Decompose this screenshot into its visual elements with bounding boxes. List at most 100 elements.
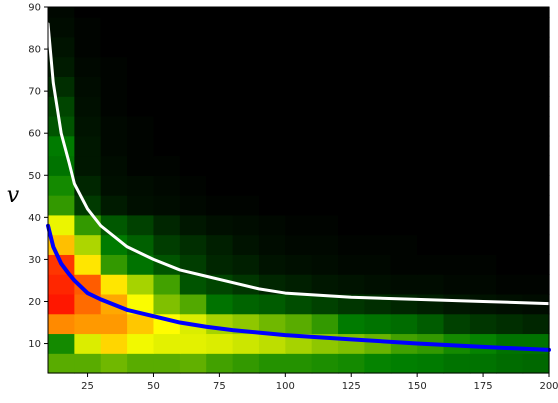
x-tick-label: 25 xyxy=(81,381,94,392)
heatmap-cell xyxy=(311,254,339,275)
heatmap-cell xyxy=(206,195,234,216)
heatmap-cell xyxy=(285,36,313,58)
heatmap-cell xyxy=(311,76,339,97)
heatmap-cell xyxy=(232,195,260,216)
heatmap-cell xyxy=(469,17,497,38)
heatmap-cell xyxy=(469,274,497,295)
heatmap-cell xyxy=(338,115,366,137)
heatmap-cell xyxy=(496,175,524,196)
heatmap-cell xyxy=(127,274,155,295)
heatmap-cell xyxy=(206,214,234,236)
heatmap-cell xyxy=(206,7,234,18)
heatmap-cell xyxy=(311,214,339,236)
heatmap-cell xyxy=(522,96,550,117)
heatmap-cell xyxy=(232,214,260,236)
curve-layer xyxy=(46,22,551,352)
heatmap-cell xyxy=(364,175,392,196)
heatmap-cell xyxy=(74,115,102,137)
heatmap-cell xyxy=(285,313,313,335)
heatmap-cell xyxy=(522,17,550,38)
heatmap-cell xyxy=(338,234,366,255)
heatmap-cell xyxy=(127,7,155,18)
heatmap-cell xyxy=(179,353,207,374)
heatmap-cell xyxy=(417,353,445,374)
heatmap-cell xyxy=(496,76,524,97)
heatmap-cell xyxy=(338,254,366,275)
heatmap-cell xyxy=(285,195,313,216)
heatmap-cell xyxy=(390,195,418,216)
heatmap-cell xyxy=(232,353,260,374)
heatmap-cell xyxy=(74,333,102,354)
heatmap-cell xyxy=(522,135,550,157)
heatmap-cell xyxy=(179,155,207,176)
heatmap-cell xyxy=(100,353,128,374)
heatmap-cell xyxy=(522,274,550,295)
heatmap-cell xyxy=(179,293,207,315)
heatmap-cell xyxy=(127,17,155,38)
heatmap-cell xyxy=(258,17,286,38)
heatmap-cell xyxy=(127,313,155,335)
heatmap-cell xyxy=(364,353,392,374)
x-tick-label: 100 xyxy=(276,381,295,392)
heatmap-cell xyxy=(153,333,181,354)
heatmap-cell xyxy=(496,115,524,137)
heatmap-cell xyxy=(417,195,445,216)
heatmap-cell xyxy=(390,115,418,137)
heatmap-cell xyxy=(390,254,418,275)
heatmap-cell xyxy=(258,333,286,354)
heatmap-cell xyxy=(469,96,497,117)
heatmap-cell xyxy=(496,17,524,38)
heatmap-cell xyxy=(232,76,260,97)
heatmap-cell xyxy=(522,254,550,275)
heatmap-cell xyxy=(364,155,392,176)
heatmap-cell xyxy=(258,135,286,157)
heatmap-cell xyxy=(390,234,418,255)
heatmap-cell xyxy=(127,254,155,275)
heatmap-cell xyxy=(338,155,366,176)
heatmap-cell xyxy=(127,175,155,196)
heatmap-cell xyxy=(48,56,75,78)
heatmap-cell xyxy=(390,7,418,18)
heatmap-cell xyxy=(179,76,207,97)
heatmap-cell xyxy=(100,76,128,97)
heatmap-cell xyxy=(417,313,445,335)
heatmap-cell xyxy=(100,274,128,295)
heatmap-cell xyxy=(206,155,234,176)
heatmap-cell xyxy=(417,214,445,236)
y-tick-label: 60 xyxy=(28,129,41,140)
heatmap-cell xyxy=(206,353,234,374)
heatmap-cell xyxy=(390,353,418,374)
heatmap-cell xyxy=(153,195,181,216)
heatmap-cell xyxy=(496,274,524,295)
heatmap-cell xyxy=(100,36,128,58)
heatmap-cell xyxy=(258,353,286,374)
heatmap-cell xyxy=(285,254,313,275)
heatmap-cell xyxy=(364,313,392,335)
heatmap-cell xyxy=(443,214,471,236)
heatmap-cell xyxy=(232,115,260,137)
heatmap-cell xyxy=(311,175,339,196)
heatmap-cell xyxy=(74,96,102,117)
heatmap-cell xyxy=(390,36,418,58)
heatmap-cell xyxy=(443,135,471,157)
heatmap-cell xyxy=(417,76,445,97)
heatmap-cell xyxy=(443,313,471,335)
heatmap-cell xyxy=(179,96,207,117)
heatmap-cell xyxy=(258,254,286,275)
heatmap-cell xyxy=(206,96,234,117)
heatmap-cell xyxy=(100,195,128,216)
heatmap-cell xyxy=(443,353,471,374)
heatmap-cell xyxy=(417,17,445,38)
heatmap-cell xyxy=(258,175,286,196)
heatmap-cell xyxy=(338,195,366,216)
heatmap-cell xyxy=(443,115,471,137)
heatmap-cell xyxy=(100,135,128,157)
heatmap-cell xyxy=(206,17,234,38)
heatmap-cell xyxy=(153,175,181,196)
blue-curve xyxy=(46,223,551,352)
heatmap-cell xyxy=(469,234,497,255)
heatmap-cell xyxy=(390,274,418,295)
heatmap-cell xyxy=(390,96,418,117)
heatmap-cell xyxy=(417,274,445,295)
